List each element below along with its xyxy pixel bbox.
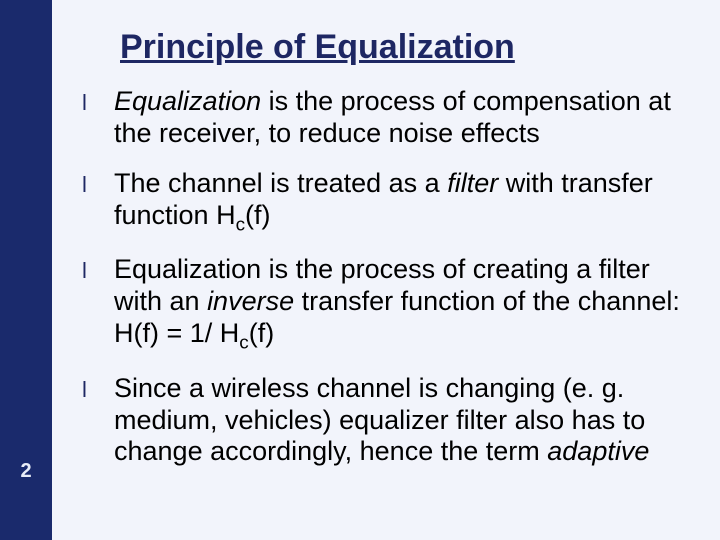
- page-number: 2: [0, 460, 52, 483]
- bullet-mark-icon: l: [80, 86, 114, 120]
- bullet-text: Since a wireless channel is changing (e.…: [114, 373, 690, 469]
- bullet-mark-icon: l: [80, 168, 114, 202]
- slide-title: Principle of Equalization: [120, 28, 515, 67]
- bullet-mark-icon: l: [80, 373, 114, 407]
- bullet-text: Equalization is the process of creating …: [114, 254, 690, 354]
- bullet-item: lEqualization is the process of creating…: [80, 254, 690, 354]
- bullet-mark-icon: l: [80, 254, 114, 288]
- bullet-item: lThe channel is treated as a filter with…: [80, 168, 690, 237]
- bullet-item: lEqualization is the process of compensa…: [80, 86, 690, 150]
- left-strip: [0, 0, 52, 540]
- bullet-text: Equalization is the process of compensat…: [114, 86, 690, 150]
- slide: 2 Principle of Equalization lEqualizatio…: [0, 0, 720, 540]
- bullet-text: The channel is treated as a filter with …: [114, 168, 690, 237]
- bullet-item: lSince a wireless channel is changing (e…: [80, 373, 690, 469]
- bullet-list: lEqualization is the process of compensa…: [80, 86, 690, 486]
